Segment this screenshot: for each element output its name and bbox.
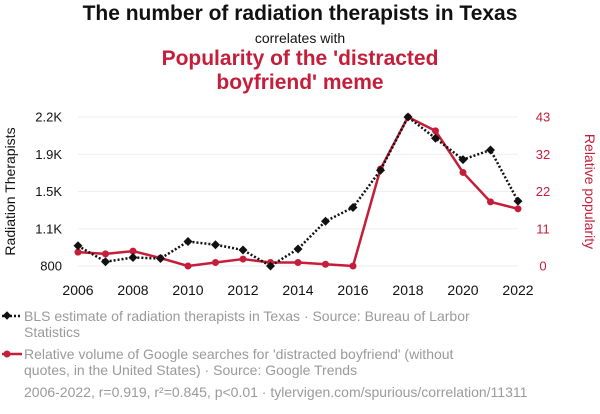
data-point-relative-popularity [74,248,82,256]
x-tick-label: 2012 [227,282,258,298]
data-point-relative-popularity [212,259,219,267]
data-point-radiation-therapists [486,145,495,155]
data-point-radiation-therapists [183,237,193,247]
x-tick-label: 2010 [172,282,203,298]
data-point-relative-popularity [102,250,109,258]
data-point-relative-popularity [514,205,522,213]
data-point-relative-popularity [487,198,494,206]
y-tick-right-label: 11 [536,221,550,236]
data-point-radiation-therapists [266,261,275,271]
x-tick-label: 2016 [337,282,368,298]
chart-title-secondary: Popularity of the 'distracted boyfriend'… [161,47,439,94]
data-point-relative-popularity [432,127,439,135]
x-tick-label: 2020 [447,282,478,298]
data-point-radiation-therapists [376,165,385,175]
x-tick-label: 2008 [117,282,148,298]
legend-label-series1: BLS estimate of radiation therapists in … [24,308,470,340]
data-point-radiation-therapists [458,155,468,165]
data-point-radiation-therapists [128,252,138,262]
y-tick-left-label: 1.1K [35,221,62,236]
y-tick-left-label: 1.9K [35,147,62,162]
x-tick-label: 2022 [502,282,533,298]
data-point-relative-popularity [349,262,357,270]
x-tick-label: 2018 [392,282,423,298]
chart-subtitle: correlates with [254,30,346,46]
data-point-radiation-therapists [431,133,440,143]
y-tick-left-label: 2.2K [35,110,62,125]
y-tick-right-label: 43 [536,110,550,125]
chart-title: The number of radiation therapists in Te… [82,2,518,25]
x-tick-label: 2014 [282,282,313,298]
data-point-radiation-therapists [513,196,523,206]
data-point-radiation-therapists [403,112,413,122]
data-point-radiation-therapists [321,216,330,226]
data-point-relative-popularity [129,247,137,255]
legend-marker-series1 [2,311,22,320]
legend-label-series2: Relative volume of Google searches for '… [24,346,454,378]
data-point-relative-popularity [294,259,302,267]
data-point-radiation-therapists [101,257,110,267]
y-axis-label-right: Relative popularity [582,134,598,249]
data-point-relative-popularity [184,262,192,270]
y-axis-label-left: Radiation Therapists [2,127,18,255]
y-tick-right-label: 22 [536,184,550,199]
y-tick-left-label: 1.5K [35,184,62,199]
legend-marker-series2 [2,350,22,358]
data-point-radiation-therapists [211,240,220,250]
y-tick-right-label: 0 [539,259,546,274]
data-point-radiation-therapists [73,241,83,251]
y-tick-right-label: 32 [536,147,550,162]
data-point-relative-popularity [322,260,329,268]
data-point-relative-popularity [239,255,247,263]
chart-footer: 2006-2022, r=0.919, r²=0.845, p<0.01 · t… [24,384,528,400]
data-point-radiation-therapists [348,202,358,212]
data-point-radiation-therapists [238,245,248,255]
data-point-radiation-therapists [293,244,303,254]
data-point-relative-popularity [459,168,467,176]
data-point-radiation-therapists [156,254,165,264]
series-line-radiation-therapists [77,115,520,268]
y-tick-left-label: 800 [40,259,62,274]
x-tick-label: 2006 [62,282,93,298]
